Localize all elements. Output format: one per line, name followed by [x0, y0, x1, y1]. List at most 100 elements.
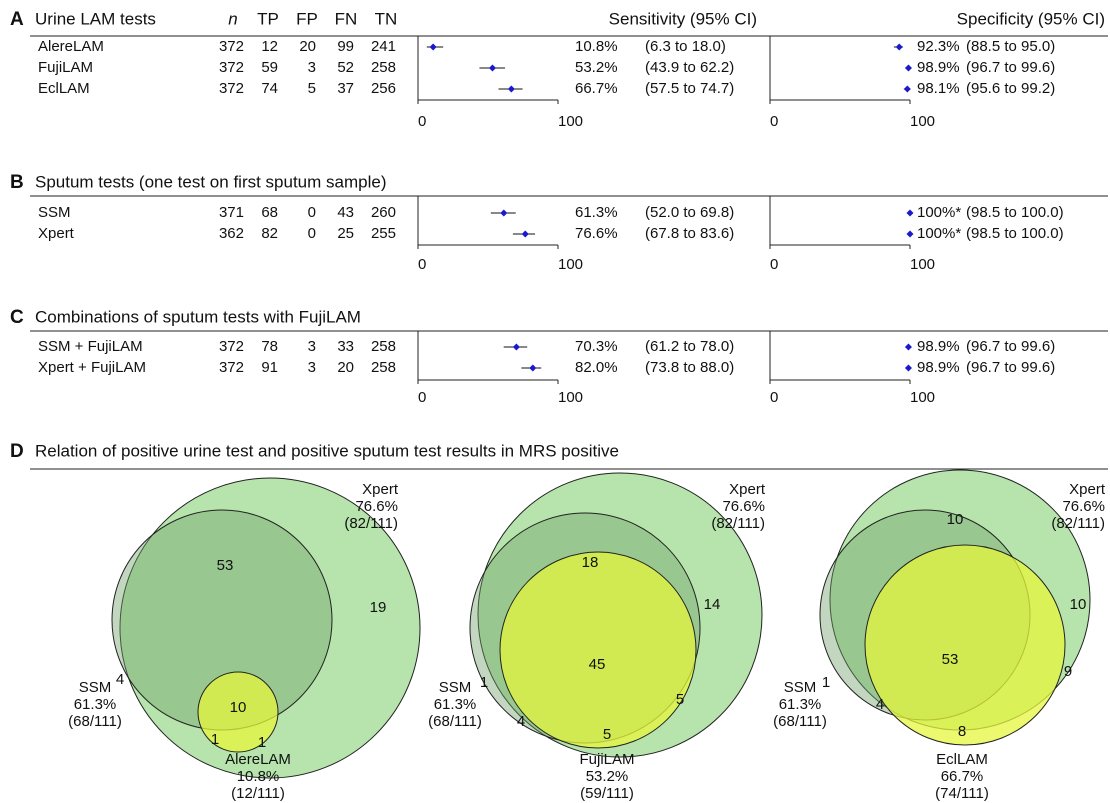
set-label: Xpert — [1069, 481, 1106, 498]
count: 258 — [371, 338, 396, 355]
ci-label: (73.8 to 88.0) — [645, 359, 734, 376]
test-name: EclLAM — [38, 80, 90, 97]
estimate-label: 100%* — [917, 204, 961, 221]
ci-label: (67.8 to 83.6) — [645, 225, 734, 242]
set-label: (68/111) — [773, 713, 827, 730]
x-tick-label: 0 — [770, 389, 778, 406]
region-count: 5 — [676, 691, 684, 708]
point-estimate — [903, 85, 911, 93]
ci-label: (52.0 to 69.8) — [645, 204, 734, 221]
ci-label: (61.2 to 78.0) — [645, 338, 734, 355]
set-label: (82/111) — [1051, 515, 1105, 532]
column-header: Sensitivity (95% CI) — [609, 9, 757, 28]
x-tick-label: 100 — [558, 256, 583, 273]
count: 3 — [308, 338, 316, 355]
count: 372 — [219, 338, 244, 355]
venn-set — [499, 551, 697, 749]
panel-letter: D — [10, 441, 24, 462]
count: 20 — [299, 38, 316, 55]
estimate-label: 53.2% — [575, 59, 618, 76]
panel-title: Relation of positive urine test and posi… — [35, 441, 619, 460]
point-estimate — [906, 230, 914, 238]
count: 74 — [261, 80, 278, 97]
count: 3 — [308, 59, 316, 76]
count: 256 — [371, 80, 396, 97]
region-count: 53 — [942, 651, 959, 668]
set-label: 61.3% — [74, 696, 117, 713]
point-estimate — [512, 343, 520, 351]
point-estimate — [904, 364, 912, 372]
count: 78 — [261, 338, 278, 355]
region-count: 45 — [589, 656, 606, 673]
column-header: TP — [257, 9, 279, 28]
region-count: 10 — [230, 699, 247, 716]
set-label: (74/111) — [935, 785, 989, 802]
set-label: SSM — [439, 679, 472, 696]
set-label: SSM — [79, 679, 112, 696]
ci-label: (43.9 to 62.2) — [645, 59, 734, 76]
x-tick-label: 100 — [558, 389, 583, 406]
ci-label: (96.7 to 99.6) — [966, 59, 1055, 76]
x-tick-label: 0 — [418, 113, 426, 130]
x-tick-label: 0 — [418, 389, 426, 406]
count: 371 — [219, 204, 244, 221]
count: 52 — [337, 59, 354, 76]
column-header: FN — [335, 9, 358, 28]
count: 258 — [371, 59, 396, 76]
ci-label: (88.5 to 95.0) — [966, 38, 1055, 55]
set-label: AlereLAM — [225, 751, 291, 768]
region-count: 14 — [704, 596, 721, 613]
count: 20 — [337, 359, 354, 376]
test-name: Xpert — [38, 225, 75, 242]
set-label: 61.3% — [779, 696, 822, 713]
set-label: (68/111) — [428, 713, 482, 730]
region-count: 1 — [258, 734, 266, 751]
ci-label: (96.7 to 99.6) — [966, 359, 1055, 376]
point-estimate — [500, 209, 508, 217]
region-count: 4 — [876, 696, 884, 713]
point-estimate — [488, 64, 496, 72]
set-label: 53.2% — [586, 768, 629, 785]
estimate-label: 92.3% — [917, 38, 960, 55]
count: 99 — [337, 38, 354, 55]
count: 59 — [261, 59, 278, 76]
count: 68 — [261, 204, 278, 221]
estimate-label: 98.9% — [917, 338, 960, 355]
ci-label: (98.5 to 100.0) — [966, 225, 1064, 242]
count: 372 — [219, 80, 244, 97]
region-count: 9 — [1064, 663, 1072, 680]
count: 3 — [308, 359, 316, 376]
set-label: (82/111) — [711, 515, 765, 532]
test-name: SSM + FujiLAM — [38, 338, 143, 355]
set-label: 76.6% — [1062, 498, 1105, 515]
ci-label: (57.5 to 74.7) — [645, 80, 734, 97]
region-count: 4 — [517, 713, 525, 730]
set-label: 76.6% — [722, 498, 765, 515]
ci-label: (96.7 to 99.6) — [966, 338, 1055, 355]
x-tick-label: 0 — [770, 113, 778, 130]
set-label: (68/111) — [68, 713, 122, 730]
point-estimate — [906, 209, 914, 217]
venn-set — [864, 544, 1066, 746]
estimate-label: 100%* — [917, 225, 961, 242]
point-estimate — [904, 64, 912, 72]
set-label: (12/111) — [231, 785, 285, 802]
x-tick-label: 100 — [910, 256, 935, 273]
set-label: SSM — [784, 679, 817, 696]
column-header: FP — [296, 9, 318, 28]
count: 372 — [219, 38, 244, 55]
point-estimate — [529, 364, 537, 372]
panel-title: Sputum tests (one test on first sputum s… — [35, 172, 386, 191]
count: 82 — [261, 225, 278, 242]
set-label: (59/111) — [580, 785, 634, 802]
count: 0 — [308, 204, 316, 221]
x-tick-label: 0 — [418, 256, 426, 273]
column-header: n — [228, 9, 237, 28]
count: 241 — [371, 38, 396, 55]
ci-label: (6.3 to 18.0) — [645, 38, 726, 55]
set-label: 76.6% — [355, 498, 398, 515]
panel-title: Combinations of sputum tests with FujiLA… — [35, 307, 361, 326]
count: 260 — [371, 204, 396, 221]
set-label: (82/111) — [344, 515, 398, 532]
region-count: 53 — [217, 557, 234, 574]
